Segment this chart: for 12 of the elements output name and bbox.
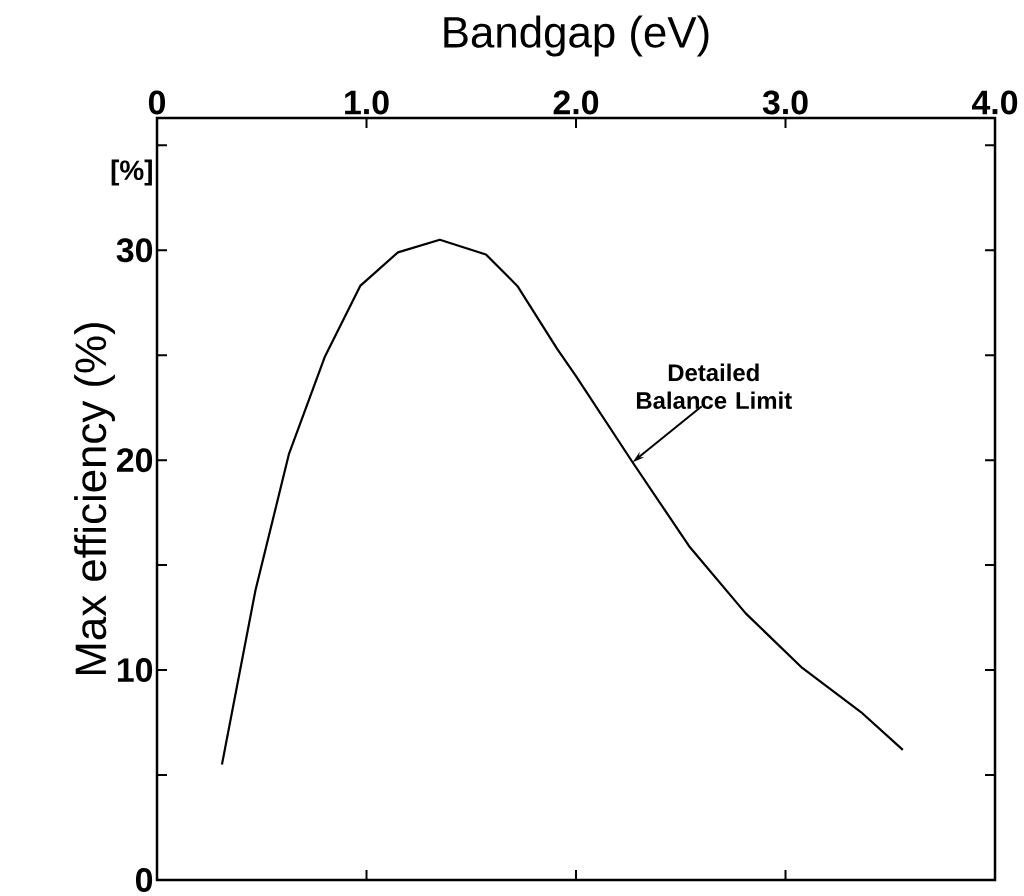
chart-title: Bandgap (eV) [444,15,709,57]
y-tick-label: 10 [117,658,153,683]
y-axis-title: Max efficiency (%) [74,323,115,675]
y-tick-label: 30 [116,238,153,263]
x-tick-label: 3.0 [762,90,808,115]
y-tick-label: 20 [116,448,153,473]
x-tick-label: 2.0 [553,90,599,115]
text: [%] [111,159,152,186]
annotation: Detailed Balance Limit [636,363,792,410]
y-tick-label: 0 [135,867,153,892]
x-tick-label: 1.0 [345,90,389,115]
x-tick-label: 4.0 [971,90,1018,115]
